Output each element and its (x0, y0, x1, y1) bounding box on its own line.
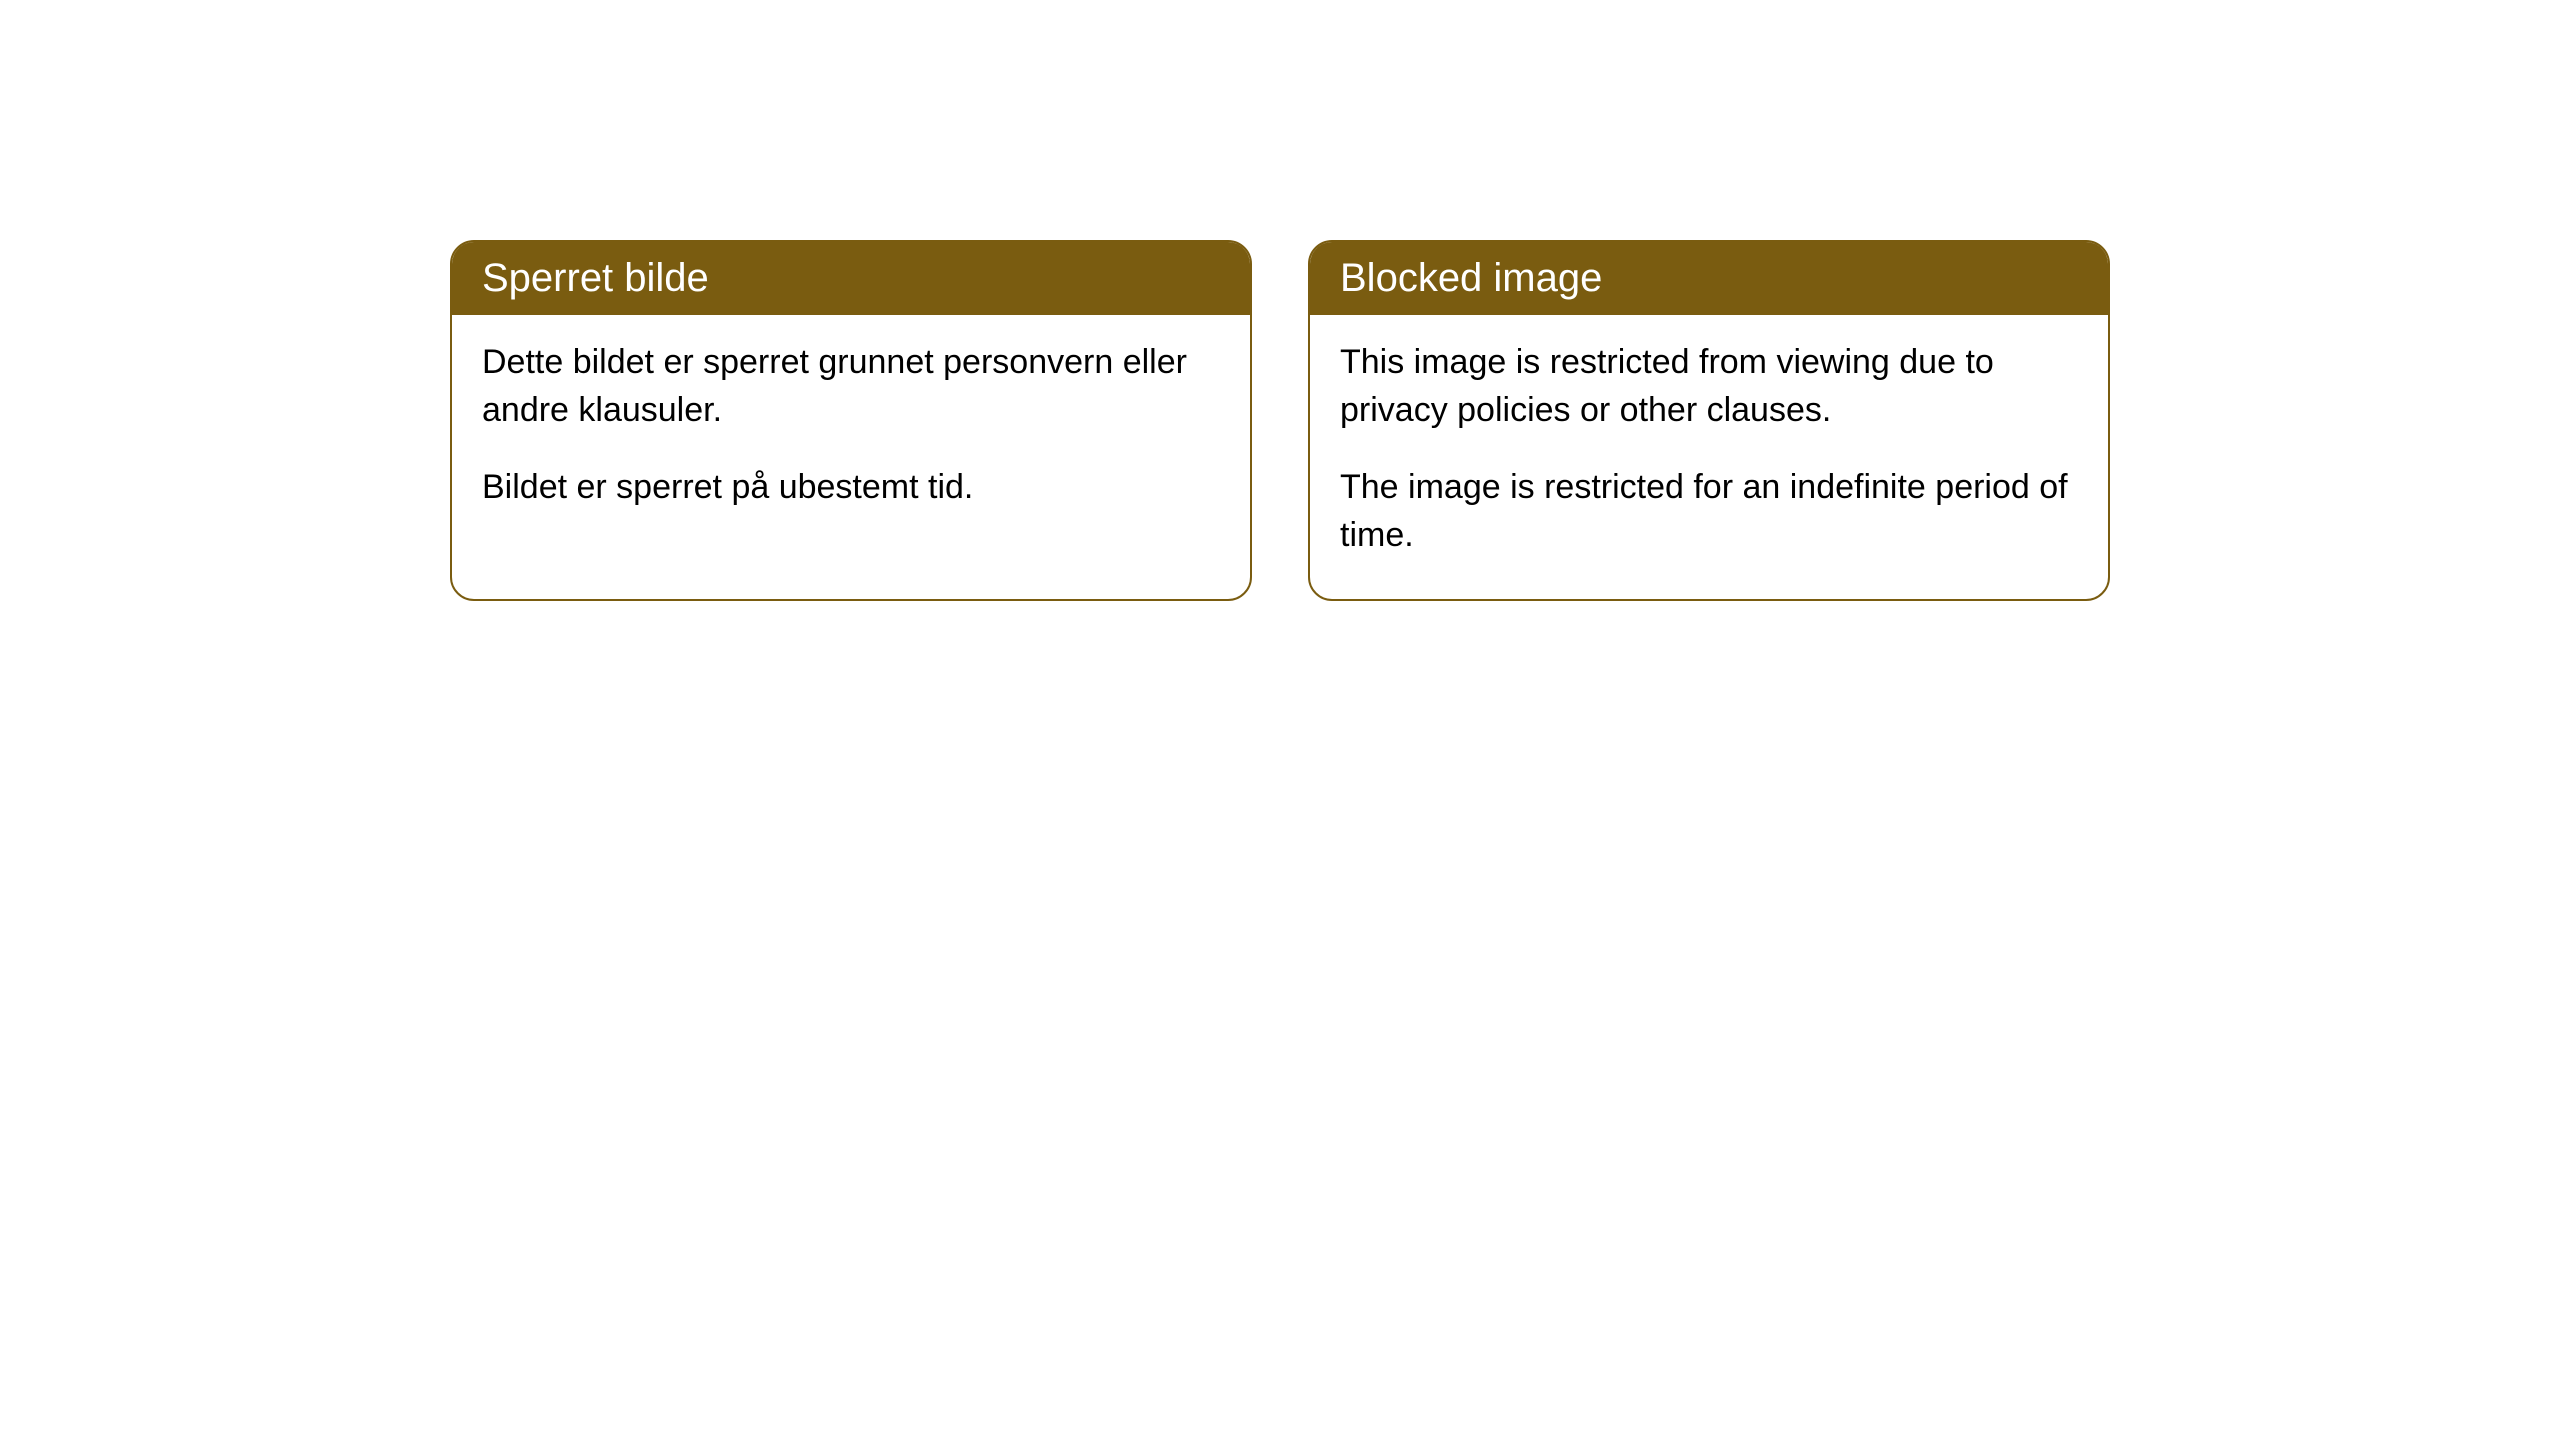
card-title-english: Blocked image (1340, 256, 1602, 300)
card-title-norwegian: Sperret bilde (482, 256, 709, 300)
card-body-norwegian: Dette bildet er sperret grunnet personve… (452, 315, 1250, 552)
card-header-norwegian: Sperret bilde (452, 242, 1250, 315)
notice-card-english: Blocked image This image is restricted f… (1308, 240, 2110, 601)
card-text-norwegian-2: Bildet er sperret på ubestemt tid. (482, 464, 1220, 512)
notice-cards-container: Sperret bilde Dette bildet er sperret gr… (450, 240, 2110, 601)
card-header-english: Blocked image (1310, 242, 2108, 315)
card-text-english-2: The image is restricted for an indefinit… (1340, 464, 2078, 559)
card-text-english-1: This image is restricted from viewing du… (1340, 339, 2078, 434)
notice-card-norwegian: Sperret bilde Dette bildet er sperret gr… (450, 240, 1252, 601)
card-body-english: This image is restricted from viewing du… (1310, 315, 2108, 599)
card-text-norwegian-1: Dette bildet er sperret grunnet personve… (482, 339, 1220, 434)
